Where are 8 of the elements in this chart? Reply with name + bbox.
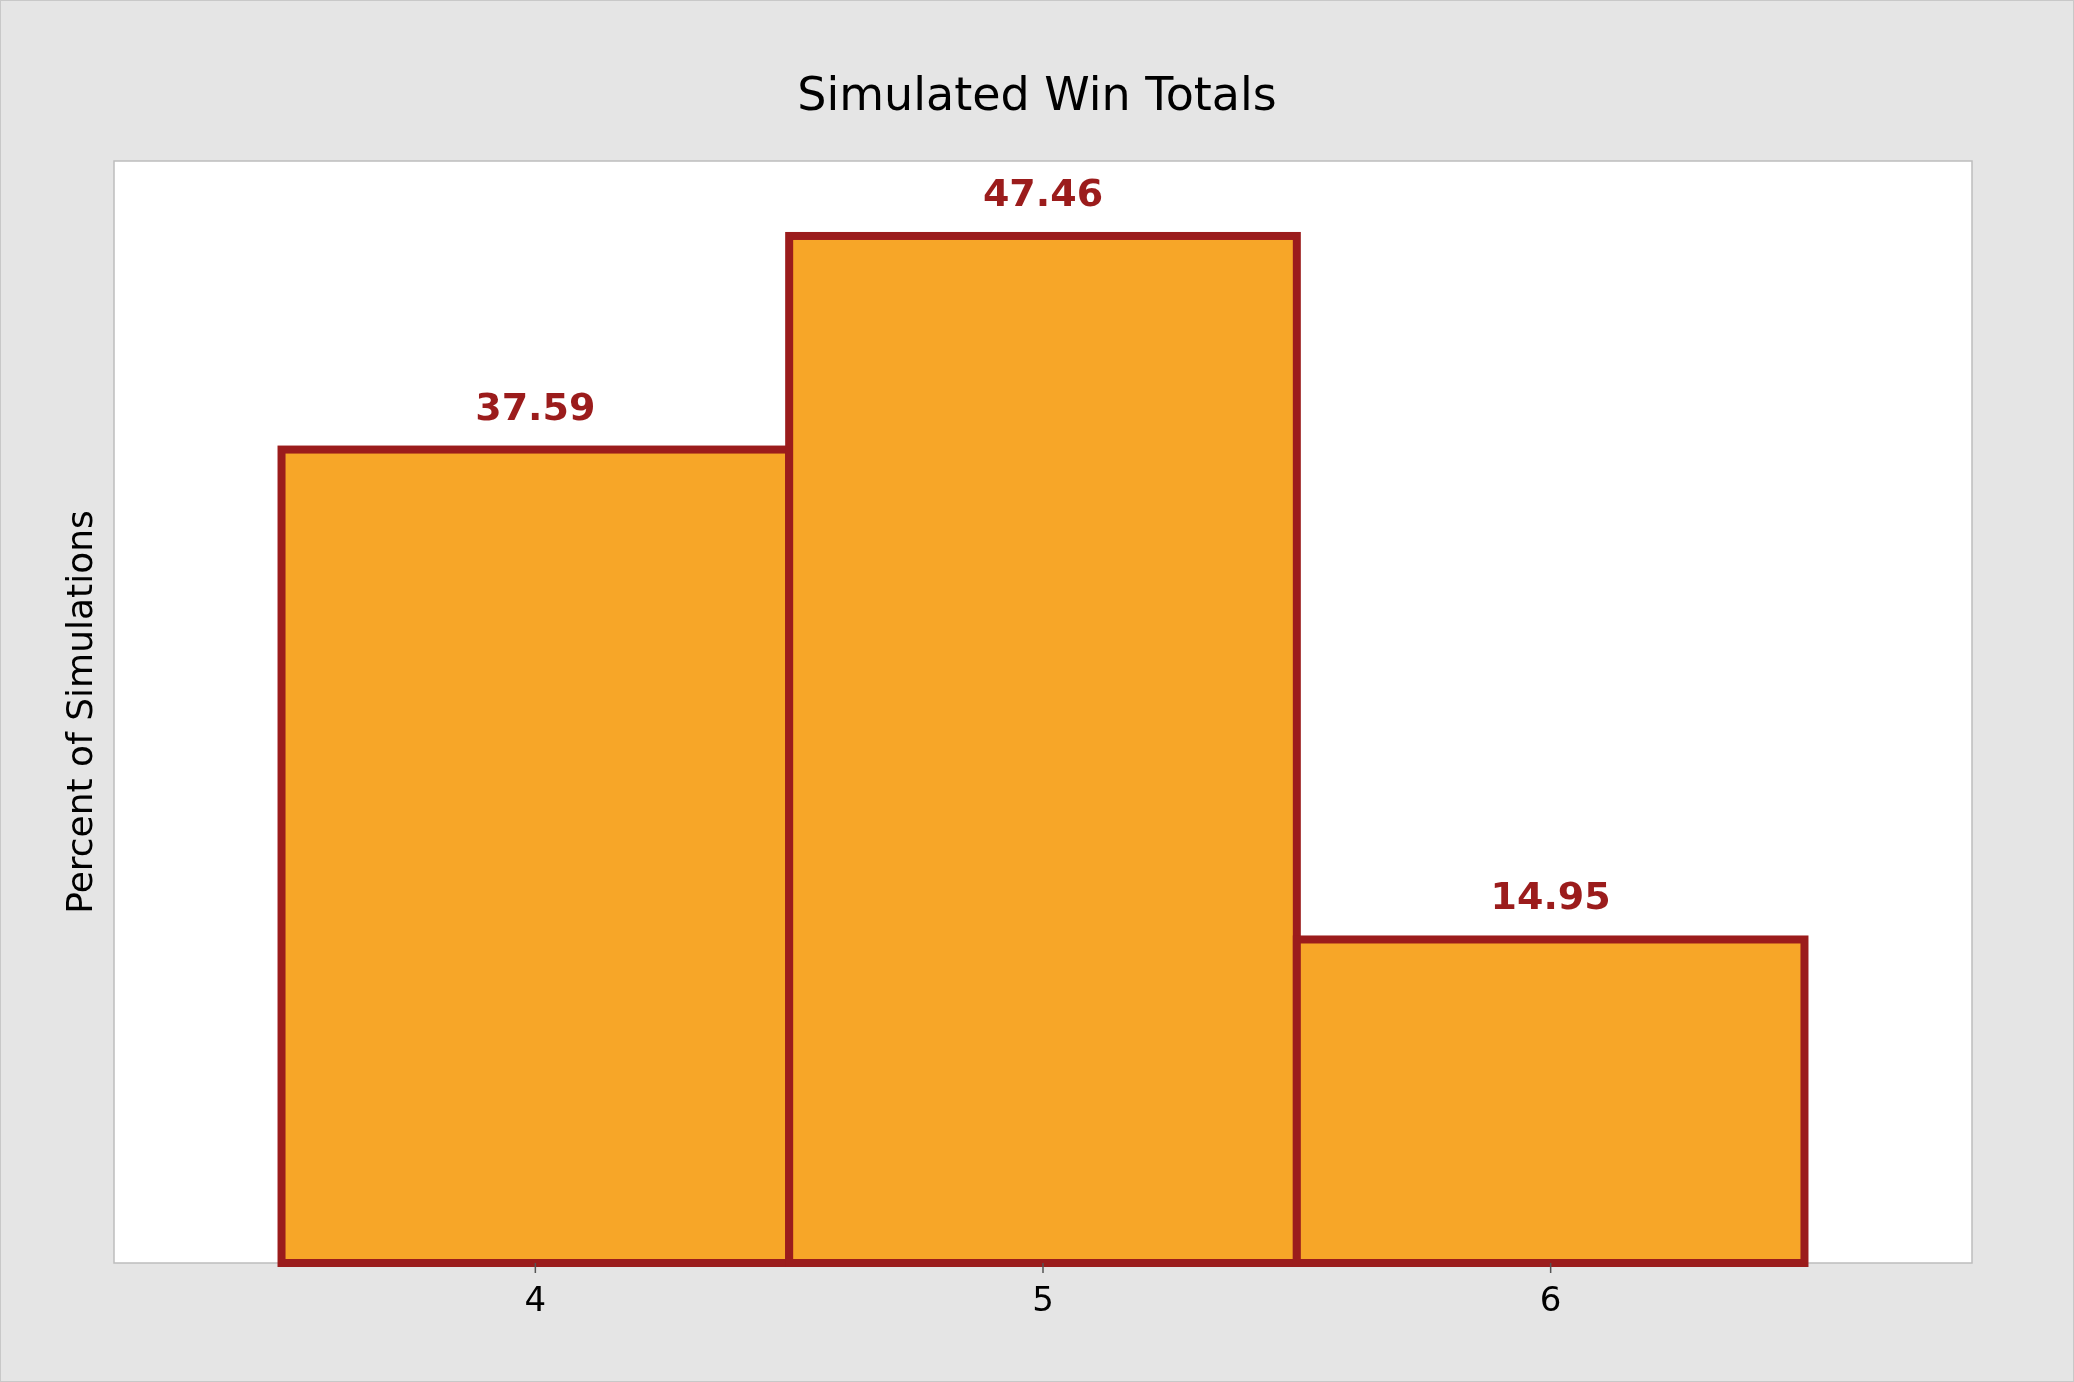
chart-title: Simulated Win Totals xyxy=(797,67,1277,121)
data-label: 14.95 xyxy=(1490,874,1611,919)
x-tick-label: 4 xyxy=(524,1279,547,1319)
data-label: 47.46 xyxy=(982,170,1104,215)
data-label: 37.59 xyxy=(475,384,596,429)
y-axis-title: Percent of Simulations xyxy=(59,510,100,914)
x-tick-label: 6 xyxy=(1539,1279,1562,1319)
x-tick-label: 5 xyxy=(1032,1279,1054,1319)
